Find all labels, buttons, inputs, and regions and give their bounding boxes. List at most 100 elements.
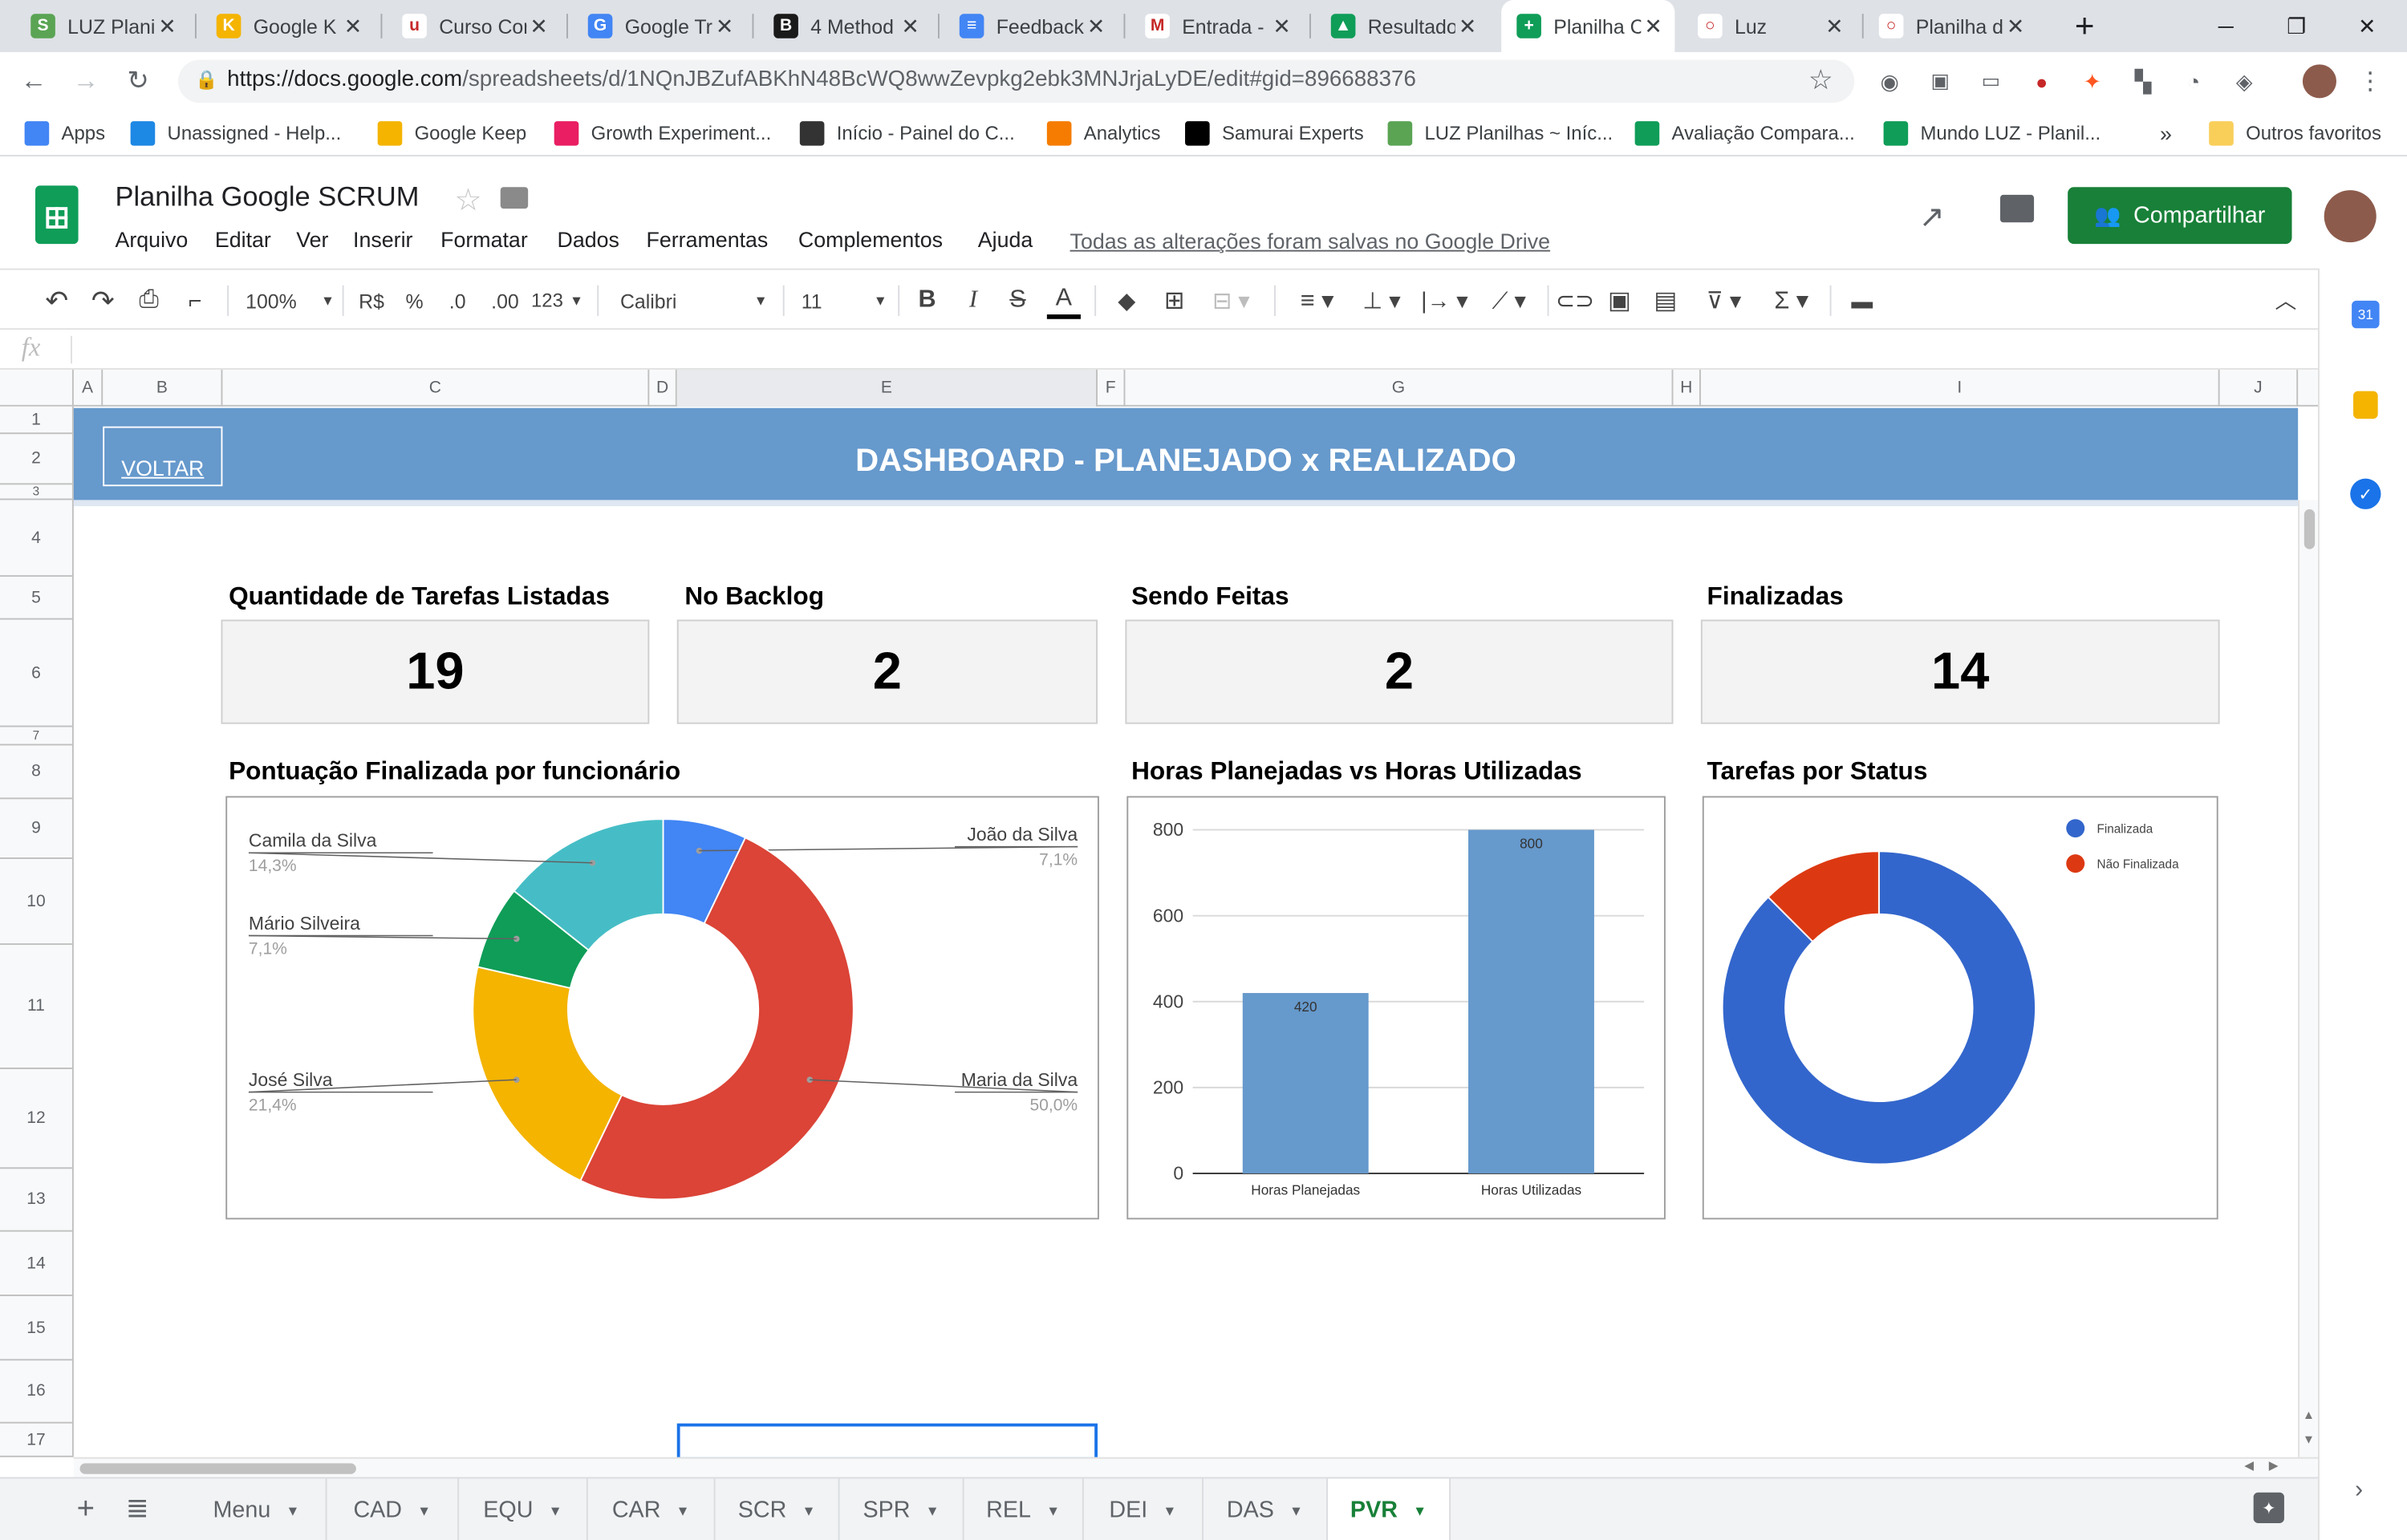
close-tab-icon[interactable]: ✕: [343, 13, 363, 38]
column-header[interactable]: C: [222, 369, 650, 407]
lock-icon[interactable]: 🔒: [194, 69, 218, 91]
add-sheet-icon[interactable]: +: [76, 1492, 95, 1526]
more-bookmarks-button[interactable]: »: [2159, 121, 2172, 146]
bookmark-item[interactable]: Mundo LUZ - Planil...: [1883, 120, 2101, 147]
font-size-select[interactable]: 11 ▼: [801, 289, 887, 313]
italic-button[interactable]: I: [968, 286, 978, 314]
share-button[interactable]: 👥 Compartilhar: [2068, 187, 2292, 245]
chart-score-by-employee[interactable]: João da Silva 7,1% Maria da Silva 50,0% José…: [225, 796, 1099, 1220]
column-header[interactable]: D: [649, 369, 677, 407]
sheet-tab[interactable]: SCR ▼: [716, 1478, 840, 1540]
menu-item[interactable]: Ferramentas: [646, 227, 769, 252]
save-status[interactable]: Todas as alterações foram salvas no Goog…: [1070, 228, 1551, 253]
extension-icon[interactable]: ◈: [2235, 68, 2253, 93]
donut-slice[interactable]: [1767, 850, 1880, 943]
text-rotation-icon[interactable]: ⟋ ▾: [1492, 288, 1526, 315]
close-tab-icon[interactable]: ✕: [1825, 13, 1844, 38]
sheet-tab-dropdown-icon[interactable]: ▼: [1413, 1502, 1427, 1518]
menu-item[interactable]: Dados: [557, 227, 619, 252]
browser-tab[interactable]: M Entrada - ✕: [1130, 0, 1303, 52]
browser-tab[interactable]: u Curso Cor ✕: [387, 0, 560, 52]
sheet-tab[interactable]: REL ▼: [964, 1478, 1084, 1540]
calendar-icon[interactable]: 31: [2352, 300, 2380, 329]
kpi-value-total[interactable]: 19: [221, 619, 650, 724]
sheet-tab[interactable]: CAR ▼: [588, 1478, 716, 1540]
column-header[interactable]: A: [74, 369, 104, 407]
sheet-tab[interactable]: PVR ▼: [1327, 1478, 1451, 1540]
input-tools-icon[interactable]: ▬: [1851, 288, 1873, 314]
scroll-down-arrow-icon[interactable]: ▼: [2302, 1433, 2316, 1447]
address-bar[interactable]: 🔒 https://docs.google.com/spreadsheets/d…: [177, 59, 1855, 103]
browser-tab[interactable]: B 4 Method ✕: [758, 0, 932, 52]
sheet-tab[interactable]: DAS ▼: [1204, 1478, 1328, 1540]
row-header[interactable]: 7: [0, 727, 72, 746]
bookmark-item[interactable]: Samurai Experts: [1185, 120, 1364, 147]
row-header[interactable]: 4: [0, 500, 72, 578]
filter-icon[interactable]: ⊽ ▾: [1706, 288, 1742, 315]
kpi-value-backlog[interactable]: 2: [676, 619, 1098, 724]
scroll-up-arrow-icon[interactable]: ▲: [2302, 1408, 2316, 1422]
more-menu-icon[interactable]: ⋮: [2357, 69, 2383, 95]
donut-slice[interactable]: [1721, 850, 2036, 1165]
star-icon[interactable]: ☆: [454, 184, 482, 218]
row-header[interactable]: 15: [0, 1296, 72, 1361]
sheet-tab[interactable]: EQU ▼: [459, 1478, 588, 1540]
close-tab-icon[interactable]: ✕: [2006, 13, 2025, 38]
extension-icon[interactable]: ✦: [2083, 68, 2101, 93]
sheet-tab[interactable]: DEI ▼: [1084, 1478, 1204, 1540]
column-header[interactable]: G: [1125, 369, 1674, 407]
account-avatar[interactable]: [2324, 190, 2377, 243]
text-color-button[interactable]: A: [1046, 282, 1081, 319]
insert-comment-icon[interactable]: ▣: [1608, 288, 1631, 315]
row-header[interactable]: 14: [0, 1232, 72, 1296]
back-icon[interactable]: ←: [20, 66, 47, 95]
expand-panel-icon[interactable]: ›: [2354, 1477, 2364, 1504]
bookmark-item[interactable]: Unassigned - Help...: [130, 120, 342, 147]
collapse-toolbar-icon[interactable]: ︿: [2275, 288, 2297, 314]
bar[interactable]: [1242, 993, 1369, 1173]
increase-decimal-button[interactable]: .00: [491, 289, 519, 313]
vertical-scroll-thumb[interactable]: [2303, 509, 2316, 549]
menu-item[interactable]: Complementos: [798, 227, 944, 252]
close-tab-icon[interactable]: ✕: [530, 13, 548, 38]
vertical-align-icon[interactable]: ⊥ ▾: [1362, 288, 1401, 315]
keep-icon[interactable]: [2353, 391, 2378, 419]
row-header[interactable]: 13: [0, 1169, 72, 1232]
folder-icon[interactable]: [500, 187, 529, 209]
close-tab-icon[interactable]: ✕: [1273, 13, 1291, 38]
browser-tab[interactable]: ≡ Feedback ✕: [944, 0, 1118, 52]
new-tab-icon[interactable]: +: [2074, 6, 2095, 45]
horizontal-scrollbar[interactable]: ◀ ▶: [73, 1457, 2319, 1477]
explore-icon[interactable]: ✦: [2253, 1492, 2284, 1523]
column-header[interactable]: J: [2220, 369, 2299, 407]
column-header[interactable]: F: [1098, 369, 1126, 407]
column-header[interactable]: E: [676, 369, 1098, 407]
sheets-logo-icon[interactable]: [35, 185, 79, 245]
row-header[interactable]: 9: [0, 799, 72, 859]
insert-chart-icon[interactable]: ▤: [1654, 288, 1678, 315]
sheet-tab-dropdown-icon[interactable]: ▼: [925, 1502, 940, 1518]
bookmark-item[interactable]: Google Keep: [377, 120, 526, 147]
sheet-tab-dropdown-icon[interactable]: ▼: [1046, 1502, 1061, 1518]
row-header[interactable]: 2: [0, 434, 72, 485]
extension-icon[interactable]: ▣: [1930, 69, 1950, 92]
donut-slice[interactable]: [513, 818, 664, 951]
activity-trend-icon[interactable]: ↗: [1918, 201, 1945, 235]
browser-tab[interactable]: G Google Tr ✕: [573, 0, 746, 52]
reload-icon[interactable]: ↻: [127, 66, 149, 95]
percent-format-button[interactable]: %: [405, 289, 424, 313]
browser-tab[interactable]: ▲ Resultado ✕: [1316, 0, 1489, 52]
donut-slice[interactable]: [472, 966, 623, 1182]
extension-icon[interactable]: ◔: [2186, 69, 2201, 94]
row-header[interactable]: 1: [0, 407, 72, 435]
chart-hours[interactable]: 0 200 400 600 800 420 Horas Planejadas 800 Horas…: [1126, 796, 1666, 1220]
select-all-corner[interactable]: [0, 369, 74, 407]
borders-icon[interactable]: ⊞: [1163, 288, 1185, 315]
bookmark-item[interactable]: LUZ Planilhas ~ Iníc...: [1387, 120, 1613, 147]
bookmark-item[interactable]: Avaliação Compara...: [1634, 120, 1855, 147]
text-wrap-icon[interactable]: |→ ▾: [1421, 288, 1468, 315]
font-family-select[interactable]: Calibri ▼: [619, 289, 768, 313]
horizontal-align-icon[interactable]: ≡ ▾: [1300, 288, 1334, 315]
menu-item[interactable]: Formatar: [440, 227, 528, 252]
bookmark-item[interactable]: Growth Experiment...: [554, 120, 771, 147]
